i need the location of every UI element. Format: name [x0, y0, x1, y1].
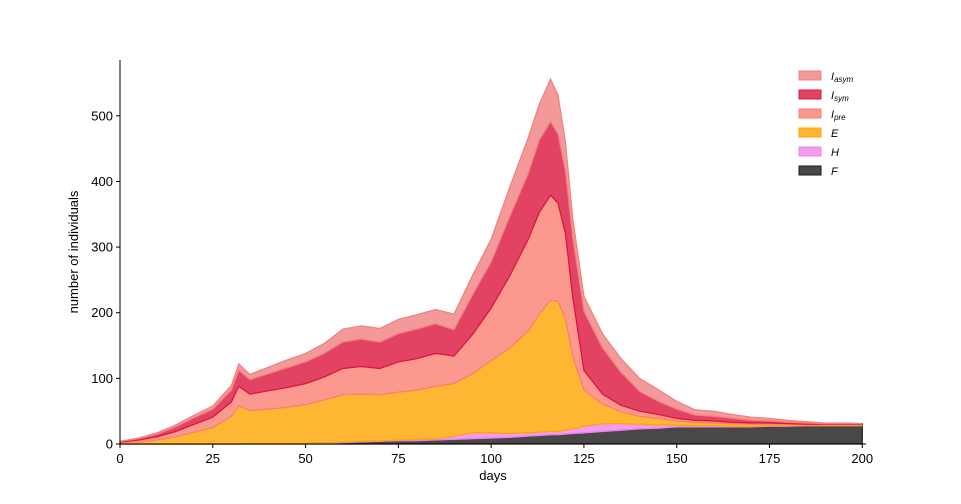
y-tick-label: 200	[91, 305, 113, 320]
x-tick-label: 100	[480, 451, 502, 466]
legend-swatch	[798, 89, 822, 100]
legend-swatch	[798, 127, 822, 138]
legend-label: E	[831, 128, 839, 140]
y-tick-label: 400	[91, 174, 113, 189]
legend: Iasym Isym Ipre EHF	[798, 70, 854, 178]
y-axis-ticks: 0 100 200 300 400 500	[91, 108, 120, 452]
area-i-asym	[119, 77, 863, 442]
legend-label: Isym	[831, 90, 849, 103]
y-tick-label: 100	[91, 371, 113, 386]
x-tick-label: 0	[116, 451, 123, 466]
legend-label: Ipre	[831, 109, 846, 122]
legend-swatch	[798, 146, 822, 157]
x-tick-label: 200	[851, 451, 873, 466]
y-tick-label: 300	[91, 240, 113, 255]
legend-swatch	[798, 108, 822, 119]
legend-swatch	[798, 165, 822, 176]
x-tick-label: 125	[573, 451, 595, 466]
y-tick-label: 0	[106, 437, 113, 452]
x-axis-label: days	[479, 468, 507, 483]
x-tick-label: 75	[391, 451, 405, 466]
y-tick-label: 500	[91, 108, 113, 123]
x-tick-label: 25	[206, 451, 220, 466]
x-axis-ticks: 0 25 50 75 100 125 150 175 200	[116, 444, 873, 466]
x-tick-label: 50	[298, 451, 312, 466]
legend-label: Iasym	[831, 71, 854, 84]
legend-label: H	[831, 147, 839, 159]
legend-label: F	[831, 166, 839, 178]
legend-swatch	[798, 70, 822, 81]
area-series-group	[119, 77, 863, 445]
x-tick-label: 175	[759, 451, 781, 466]
y-axis-label: number of individuals	[66, 190, 81, 313]
x-tick-label: 150	[666, 451, 688, 466]
